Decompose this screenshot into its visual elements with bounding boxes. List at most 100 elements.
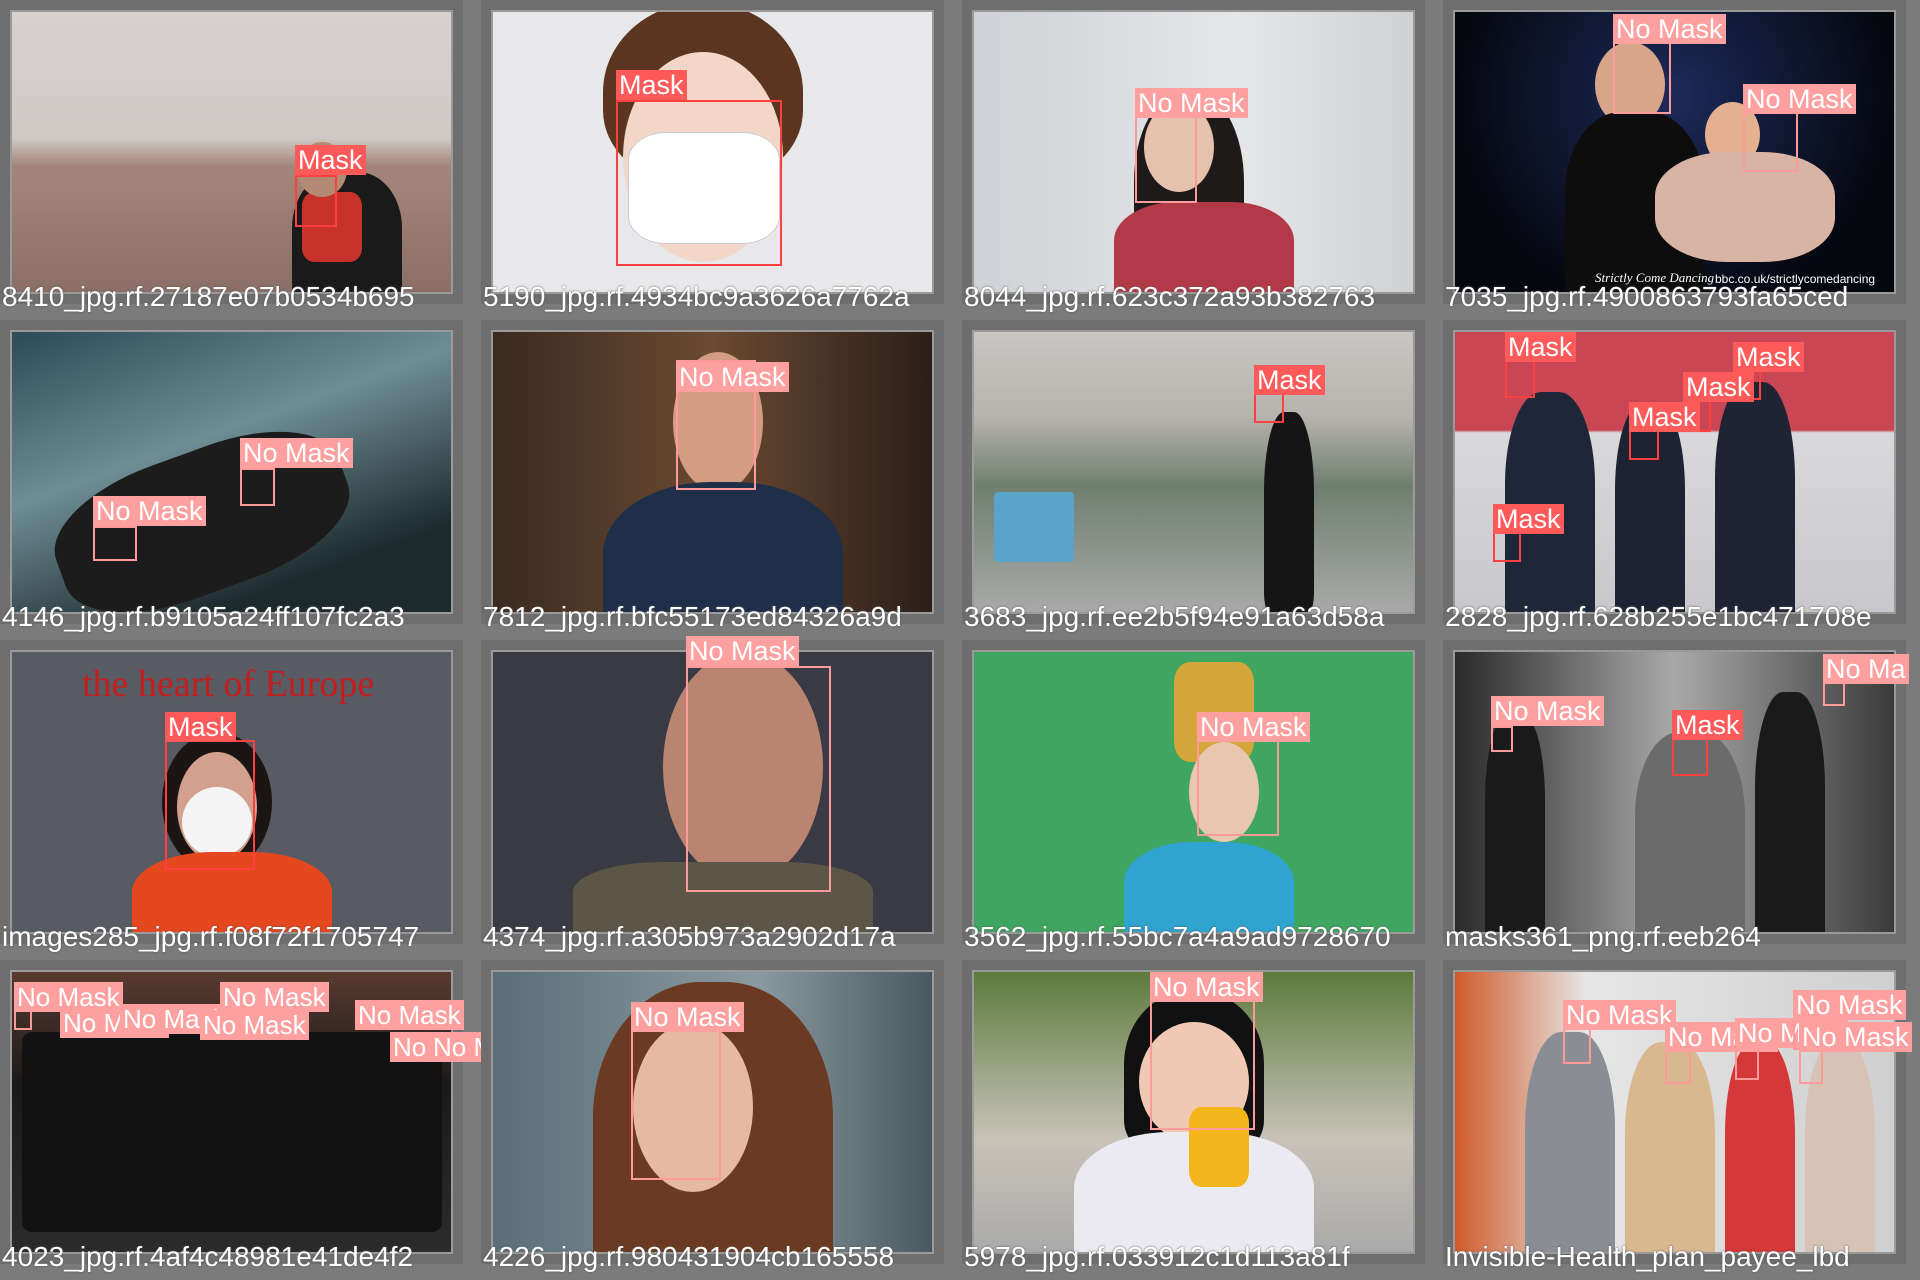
nomask-label: No Mask xyxy=(355,1000,464,1030)
mask-box xyxy=(1629,430,1659,460)
nomask-label: No Mask xyxy=(1613,14,1726,44)
image-caption: 3683_jpg.rf.ee2b5f94e91a63d58a xyxy=(964,601,1385,632)
nomask-label: No Mask xyxy=(686,636,799,666)
grid-tile-10[interactable]: No Mask 4374_jpg.rf.a305b973a2902d17a xyxy=(481,636,944,952)
image-caption: 4374_jpg.rf.a305b973a2902d17a xyxy=(483,921,896,952)
image-caption: 8044_jpg.rf.623c372a93b382763 xyxy=(964,281,1376,312)
photo xyxy=(972,330,1415,614)
photo xyxy=(491,10,934,294)
nomask-label: No Mask xyxy=(676,362,789,392)
watermark-url: bbc.co.uk/strictlycomedancing xyxy=(1715,272,1876,286)
image-caption: images285_jpg.rf.f08f72f1705747 xyxy=(2,921,420,952)
nomask-box xyxy=(1563,1028,1591,1064)
grid-tile-11[interactable]: No Mask 3562_jpg.rf.55bc7a4a9ad9728670 xyxy=(962,640,1425,952)
nomask-box xyxy=(1743,112,1798,172)
photo xyxy=(972,650,1415,934)
nomask-label: No Mask xyxy=(1150,972,1263,1002)
watermark-show: Strictly Come Dancing xyxy=(1595,270,1715,285)
nomask-box xyxy=(1491,726,1513,752)
image-caption: 4226_jpg.rf.980431904cb165558 xyxy=(483,1241,895,1272)
image-caption: 7035_jpg.rf.4900863793fa65ced xyxy=(1445,281,1849,312)
grid-tile-13[interactable]: No Mask No Mask No Mask No Mask No Mask … xyxy=(0,960,539,1272)
image-caption: masks361_png.rf.eeb264 xyxy=(1445,921,1761,952)
image-caption: Invisible-Health_plan_payee_lbd xyxy=(1445,1241,1850,1272)
photo xyxy=(10,10,453,294)
photo: the heart of Europe xyxy=(10,650,453,934)
mask-label: Mask xyxy=(1672,710,1743,740)
nomask-label: No Mask xyxy=(1197,712,1310,742)
mask-label: Mask xyxy=(295,145,366,175)
photo: bbc.co.uk/strictlycomedancing Strictly C… xyxy=(1453,10,1896,294)
nomask-label: No Mask xyxy=(631,1002,744,1032)
image-caption: 3562_jpg.rf.55bc7a4a9ad9728670 xyxy=(964,921,1391,952)
nomask-box xyxy=(686,666,831,892)
nomask-box xyxy=(676,360,756,490)
image-caption: 4023_jpg.rf.4af4c48981e41de4f2 xyxy=(2,1241,414,1272)
mask-box xyxy=(616,100,782,266)
mask-box xyxy=(1493,532,1521,562)
image-caption: 7812_jpg.rf.bfc55173ed84326a9d xyxy=(483,601,902,632)
nomask-box xyxy=(240,468,275,506)
mask-box xyxy=(1254,393,1284,423)
mask-box xyxy=(1505,360,1535,398)
nomask-label: No Mask xyxy=(240,438,353,468)
mask-label: Mask xyxy=(1493,504,1564,534)
nomask-label: No Mask xyxy=(200,1010,309,1040)
mask-box xyxy=(1672,738,1708,776)
grid-tile-1[interactable]: Mask 8410_jpg.rf.27187e07b0534b695 xyxy=(0,0,463,312)
grid-tile-9[interactable]: the heart of Europe Mask images285_jpg.r… xyxy=(0,640,463,952)
photo xyxy=(491,650,934,934)
mask-label: Mask xyxy=(1683,372,1754,402)
nomask-label: No Mask xyxy=(1793,990,1906,1020)
mask-label: Mask xyxy=(1629,402,1700,432)
photo xyxy=(1453,650,1896,934)
nomask-box xyxy=(1613,42,1671,114)
nomask-label: No Mask xyxy=(93,496,206,526)
nomask-label: No Mask xyxy=(1491,696,1604,726)
photo xyxy=(972,10,1415,294)
image-caption: 4146_jpg.rf.b9105a24ff107fc2a3 xyxy=(2,601,405,632)
image-caption: 2828_jpg.rf.628b255e1bc471708e xyxy=(1445,601,1872,632)
mask-label: Mask xyxy=(616,70,687,100)
mask-label: Mask xyxy=(1254,365,1325,395)
photo xyxy=(1453,330,1896,614)
nomask-label: No Mask xyxy=(1799,1022,1912,1052)
photo xyxy=(972,970,1415,1254)
nomask-box xyxy=(1735,1046,1759,1080)
nomask-box xyxy=(1665,1048,1691,1084)
grid-tile-6[interactable]: No Mask 7812_jpg.rf.bfc55173ed84326a9d xyxy=(481,320,944,632)
photo xyxy=(491,970,934,1254)
grid-tile-15[interactable]: No Mask 5978_jpg.rf.033912c1d113a81f xyxy=(962,960,1425,1272)
mask-box xyxy=(295,175,337,227)
grid-tile-5[interactable]: No Mask No Mask 4146_jpg.rf.b9105a24ff10… xyxy=(0,320,463,632)
nomask-box xyxy=(93,526,137,561)
nomask-box xyxy=(1150,990,1255,1130)
grid-tile-16[interactable]: No Mask No Mask No Mask No Mask No Mask … xyxy=(1443,960,1912,1272)
grid-tile-14[interactable]: No Mask 4226_jpg.rf.980431904cb165558 xyxy=(481,960,944,1272)
photo xyxy=(1453,970,1896,1254)
mask-label: Mask xyxy=(165,712,236,742)
nomask-label: No Mask xyxy=(1743,84,1856,114)
nomask-label: No Mask xyxy=(1135,88,1248,118)
grid-tile-3[interactable]: No Mask 8044_jpg.rf.623c372a93b382763 xyxy=(962,0,1425,312)
grid-tile-12[interactable]: No Mask Mask No Ma masks361_png.rf.eeb26… xyxy=(1443,640,1909,952)
grid-tile-8[interactable]: Mask Mask Mask Mask Mask 2828_jpg.rf.628… xyxy=(1443,320,1906,632)
nomask-label: No Ma xyxy=(1823,654,1909,684)
grid-tile-2[interactable]: Mask 5190_jpg.rf.4934bc9a3626a7762a xyxy=(481,0,944,312)
nomask-label: No Mask xyxy=(14,982,123,1012)
image-caption: 5978_jpg.rf.033912c1d113a81f xyxy=(964,1241,1350,1272)
nomask-box xyxy=(1135,115,1197,203)
nomask-label: No Mask xyxy=(220,982,329,1012)
mask-box xyxy=(165,740,255,870)
photo xyxy=(10,330,453,614)
mask-label: Mask xyxy=(1505,332,1576,362)
sign-text: the heart of Europe xyxy=(82,663,375,705)
mask-label: Mask xyxy=(1733,342,1804,372)
image-caption: 5190_jpg.rf.4934bc9a3626a7762a xyxy=(483,281,910,312)
nomask-box xyxy=(631,1020,721,1180)
image-caption: 8410_jpg.rf.27187e07b0534b695 xyxy=(2,281,415,312)
nomask-box xyxy=(1799,1050,1823,1084)
grid-tile-7[interactable]: Mask 3683_jpg.rf.ee2b5f94e91a63d58a xyxy=(962,320,1425,632)
grid-tile-4[interactable]: bbc.co.uk/strictlycomedancing Strictly C… xyxy=(1443,0,1906,312)
nomask-label: No Mask xyxy=(1563,1000,1676,1030)
